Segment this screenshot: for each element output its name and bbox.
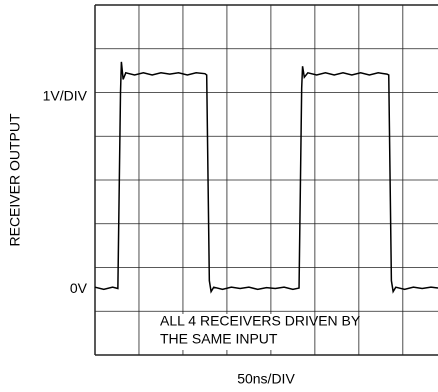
y-axis-label: RECEIVER OUTPUT <box>7 113 23 246</box>
x-axis-label: 50ns/DIV <box>237 371 295 387</box>
y-tick-label: 1V/DIV <box>43 88 88 104</box>
annotation-box <box>152 314 290 350</box>
annotation: THE SAME INPUT <box>160 331 278 347</box>
annotation: ALL 4 RECEIVERS DRIVEN BY <box>160 313 361 329</box>
waveform <box>94 61 438 294</box>
y-tick-label: 0V <box>70 280 88 296</box>
